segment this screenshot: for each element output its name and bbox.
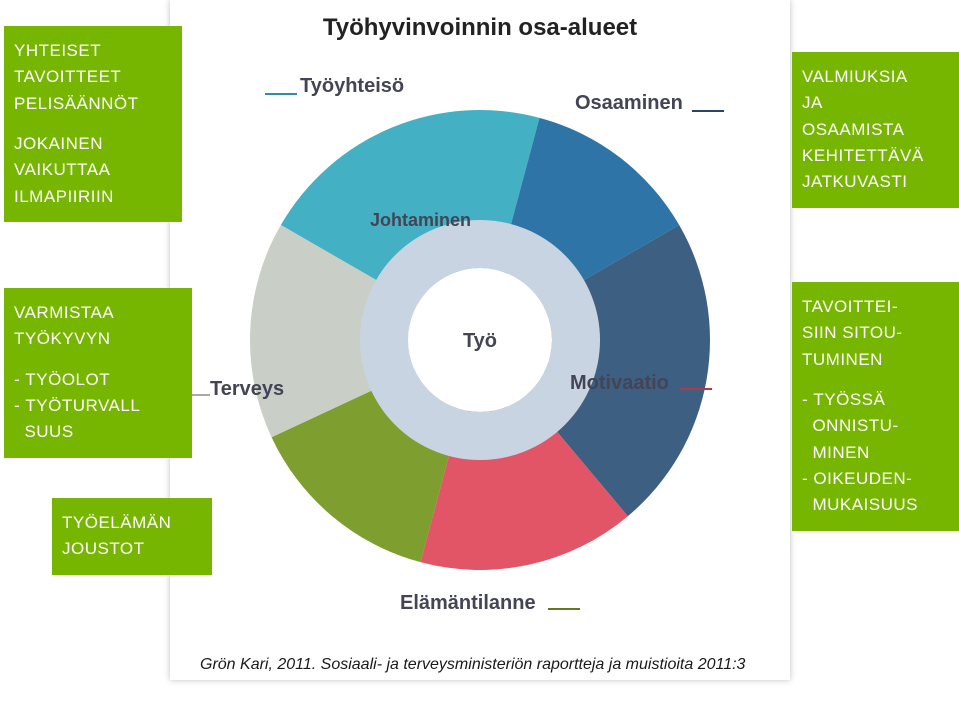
diagram-card: Työhyvinvoinnin osa-alueet Työ bbox=[170, 0, 790, 680]
wedge-label-osaaminen: Osaaminen bbox=[575, 92, 683, 115]
annotation-box-bottom_left: TYÖELÄMÄNJOUSTOT bbox=[52, 498, 212, 575]
wedge-label-elamantilanne: Elämäntilanne bbox=[400, 592, 536, 615]
pie-wrap: Työ bbox=[230, 90, 730, 590]
annotation-box-mid_left: VARMISTAATYÖKYVYN- TYÖOLOT- TYÖTURVALL S… bbox=[4, 288, 192, 458]
pie-chart: Työ bbox=[230, 90, 730, 590]
tick-osaaminen bbox=[692, 110, 724, 112]
annotation-box-mid_right: TAVOITTEI-SIIN SITOU-TUMINEN- TYÖSSÄ ONN… bbox=[792, 282, 959, 531]
stage: Työhyvinvoinnin osa-alueet Työ Työyhteis… bbox=[0, 0, 959, 718]
tick-tyoyhteiso bbox=[265, 93, 297, 95]
wedge-label-johtaminen: Johtaminen bbox=[370, 210, 471, 231]
tick-motivaatio bbox=[680, 388, 712, 390]
citation: Grön Kari, 2011. Sosiaali- ja terveysmin… bbox=[200, 656, 745, 674]
wedge-label-motivaatio: Motivaatio bbox=[570, 372, 669, 395]
annotation-box-top_right: VALMIUKSIAJAOSAAMISTAKEHITETTÄVÄJATKUVAS… bbox=[792, 52, 959, 208]
tick-elamantilanne bbox=[548, 608, 580, 610]
annotation-box-top_left: YHTEISETTAVOITTEETPELISÄÄNNÖTJOKAINENVAI… bbox=[4, 26, 182, 222]
wedge-label-tyoyhteiso: Työyhteisö bbox=[300, 75, 404, 98]
page-title: Työhyvinvoinnin osa-alueet bbox=[170, 14, 790, 42]
wedge-label-terveys: Terveys bbox=[210, 378, 284, 401]
pie-center-label: Työ bbox=[463, 330, 497, 352]
